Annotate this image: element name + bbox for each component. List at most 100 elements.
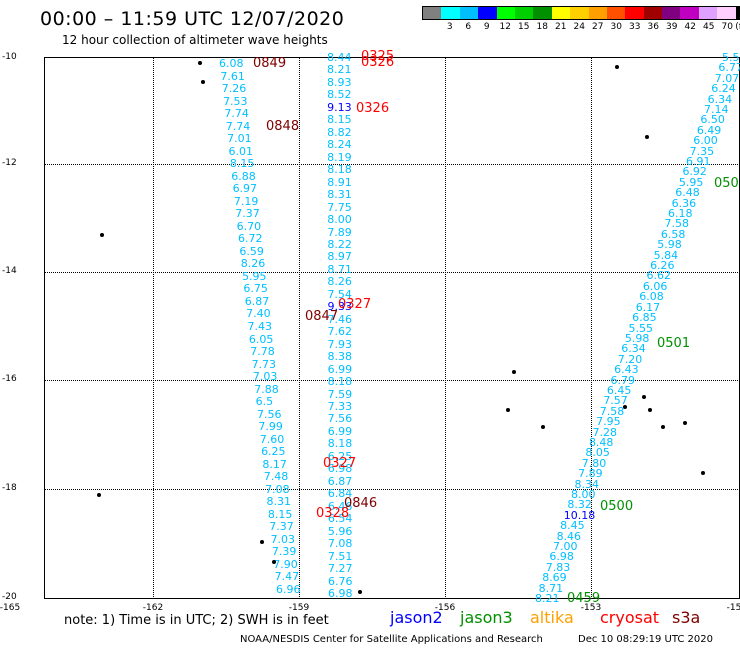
track-b-value: 8.44 [327,51,352,64]
island-dot [661,425,665,429]
track-c-value: 6.17 [635,300,661,314]
satellite-label-jason2: jason2 [390,608,443,627]
legend-tick-label: 21 [555,22,567,32]
track-b-value: 7.46 [327,312,352,326]
track-a-value: 6.87 [244,294,270,308]
legend-swatch [698,7,718,19]
longitude-gridline [591,57,592,599]
track-c-value: 6.58 [660,227,686,241]
latitude-gridline [44,380,740,381]
legend-swatch [514,7,534,19]
latitude-gridline [44,272,740,273]
track-c-value: 6.62 [646,269,671,283]
legend-swatch [533,7,552,19]
island-dot [642,395,646,399]
legend-swatch [496,7,515,19]
track-c-value: 6.50 [700,113,725,127]
track-c-value: 8.05 [585,446,610,460]
track-a-value: 6.88 [231,169,256,183]
island-dot [512,370,516,374]
track-c-value: 6.08 [639,290,664,304]
track-a-value: 6.01 [228,144,254,158]
track-c-value: 10.18 [563,508,596,522]
track-c-value: 6.26 [650,259,675,273]
track-a-value: 6.70 [236,219,262,233]
track-c-value: 5.55 [628,321,654,335]
island-dot [648,408,652,412]
legend-tick-label: 30 [610,22,622,32]
legend-tick-label: 36 [647,22,659,32]
track-a-value: 6.05 [248,332,274,346]
track-a-value: 7.01 [227,132,252,146]
longitude-label: -15 [726,603,740,613]
track-c-value: 6.92 [682,165,707,179]
track-a-value: 6.5 [255,395,274,409]
track-a-value: 7.19 [233,194,259,208]
legend-swatch [662,7,681,19]
legend-swatch [423,7,442,19]
track-c-value: 5.5 [722,51,740,64]
track-a-value: 7.74 [225,119,251,133]
track-c-value: 7.83 [545,560,571,574]
track-b-value: 8.18 [327,437,353,451]
track-b-value: 8.22 [327,237,352,251]
track-a-value: 7.43 [247,320,273,333]
track-c-value: 7.57 [603,394,628,408]
track-c-value: 5.95 [678,175,704,189]
legend-swatch [478,7,497,19]
track-c-value: 7.14 [704,103,729,117]
track-c-value: 6.00 [693,134,718,148]
track-b-value: 8.21 [327,63,352,77]
legend-swatch [717,7,736,19]
longitude-gridline [153,57,154,599]
track-a-value: 7.03 [252,370,278,384]
track-b-value: 7.33 [327,400,353,414]
longitude-label: -165 [0,603,21,613]
pass-time-label: 0327 [338,297,372,312]
generated-timestamp: Dec 10 08:29:19 UTC 2020 [578,634,713,645]
legend-swatch [570,7,589,19]
track-a-value: 7.60 [259,432,285,446]
track-a-value: 5.95 [242,269,267,283]
pass-time-label: 0326 [361,55,395,70]
track-a-value: 7.73 [251,357,277,371]
legend-swatch [680,7,699,19]
track-c-value: 6.77 [718,61,740,75]
track-b-value: 8.18 [327,375,353,389]
track-b-value: 7.51 [327,549,353,563]
pass-time-label: 0328 [316,506,350,521]
credit-line: NOAA/NESDIS Center for Satellite Applica… [240,634,543,645]
pass-time-label: 0325 [361,49,395,64]
track-c-value: 8.32 [567,498,592,512]
color-legend [422,6,740,20]
latitude-gridline [44,489,740,490]
pass-time-label: 0849 [253,56,287,71]
legend-tick-label: 33 [629,22,641,32]
footnote: note: 1) Time is in UTC; 2) SWH is in fe… [64,613,329,628]
track-a-value: 7.47 [274,570,300,584]
track-a-value: 7.37 [269,520,294,534]
track-a-value: 8.15 [267,507,293,521]
track-c-value: 6.98 [549,550,574,564]
track-a-value: 6.25 [261,445,286,459]
legend-swatch [606,7,626,19]
legend-swatch [441,7,460,19]
island-dot [358,590,362,594]
track-a-value: 8.31 [266,495,292,509]
track-b-value: 8.71 [327,262,352,276]
track-c-value: 8.71 [538,581,564,595]
track-a-value: 6.59 [239,244,264,258]
track-c-value: 6.34 [621,342,646,356]
satellite-label-altika: altika [530,608,574,627]
track-c-value: 7.80 [581,456,607,470]
track-a-value: 7.48 [263,470,289,484]
track-b-value: 7.75 [327,200,352,214]
track-c-value: 6.34 [707,92,733,106]
track-a-value: 8.26 [240,257,266,271]
island-dot [683,421,687,425]
track-b-value: 8.38 [327,350,353,364]
track-c-value: 7.00 [552,539,578,553]
legend-tick-label: 45 [703,22,715,32]
island-dot [615,65,619,69]
